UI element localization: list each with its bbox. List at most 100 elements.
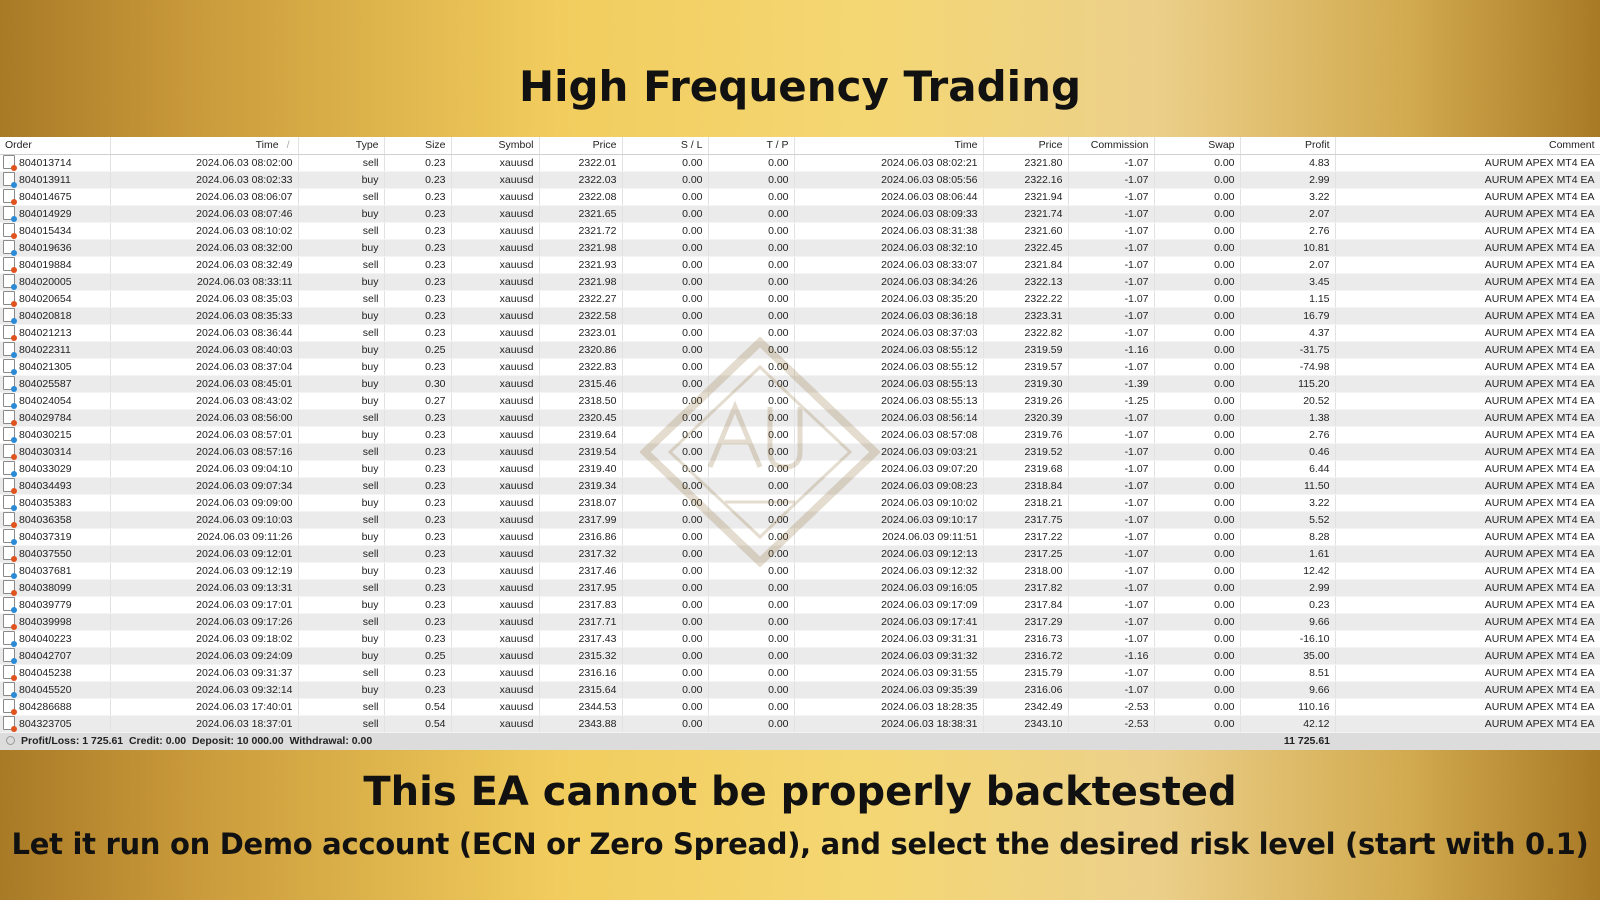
- table-row[interactable]: 804037550 2024.06.03 09:12:01 sell 0.23 xauu…: [0, 545, 1600, 563]
- cell-value: 2024.06.03 08:43:02: [196, 395, 293, 407]
- table-row[interactable]: 804014929 2024.06.03 08:07:46 buy 0.23 xauus…: [0, 205, 1600, 223]
- table-row[interactable]: 804013714 2024.06.03 08:02:00 sell 0.23 xauu…: [0, 154, 1600, 172]
- cell-type: sell: [298, 545, 385, 563]
- cell-value: 3.22: [1309, 497, 1330, 509]
- table-row[interactable]: 804035383 2024.06.03 09:09:00 buy 0.23 xauus…: [0, 494, 1600, 512]
- column-header-order[interactable]: Order: [0, 137, 111, 155]
- column-header-type[interactable]: Type: [298, 137, 385, 155]
- table-row[interactable]: 804045520 2024.06.03 09:32:14 buy 0.23 xauus…: [0, 681, 1600, 699]
- cell-value: 2024.06.03 08:10:02: [196, 225, 293, 237]
- cell-value: 2024.06.03 08:05:56: [881, 174, 978, 186]
- table-row[interactable]: 804034493 2024.06.03 09:07:34 sell 0.23 xauu…: [0, 477, 1600, 495]
- cell-open-time: 2024.06.03 08:35:33: [110, 307, 299, 325]
- table-row[interactable]: 804039998 2024.06.03 09:17:26 sell 0.23 xauu…: [0, 613, 1600, 631]
- cell-type: sell: [298, 443, 385, 461]
- table-row[interactable]: 804038099 2024.06.03 09:13:31 sell 0.23 xauu…: [0, 579, 1600, 597]
- cell-value: 16.79: [1303, 310, 1330, 322]
- cell-value: -2.53: [1124, 718, 1149, 730]
- column-header-commission[interactable]: Commission: [1068, 137, 1155, 155]
- column-header-close-price[interactable]: Price: [983, 137, 1069, 155]
- table-row[interactable]: 804030314 2024.06.03 08:57:16 sell 0.23 xauu…: [0, 443, 1600, 461]
- buy-order-icon: [3, 240, 17, 256]
- table-row[interactable]: 804024054 2024.06.03 08:43:02 buy 0.27 xauus…: [0, 392, 1600, 410]
- table-row[interactable]: 804030215 2024.06.03 08:57:01 buy 0.23 xauus…: [0, 426, 1600, 444]
- cell-value: 0.00: [768, 531, 789, 543]
- table-row[interactable]: 804040223 2024.06.03 09:18:02 buy 0.23 xauus…: [0, 630, 1600, 648]
- cell-stop-loss: 0.00: [622, 698, 709, 716]
- column-header-symbol[interactable]: Symbol: [451, 137, 540, 155]
- table-row[interactable]: 804013911 2024.06.03 08:02:33 buy 0.23 xauus…: [0, 171, 1600, 189]
- table-row[interactable]: 804042707 2024.06.03 09:24:09 buy 0.25 xauus…: [0, 647, 1600, 665]
- cell-close-price: 2317.25: [983, 545, 1069, 563]
- column-header-open-price[interactable]: Price: [539, 137, 623, 155]
- sell-order-icon: [3, 614, 17, 630]
- cell-value: xauusd: [499, 667, 534, 679]
- table-row[interactable]: 804037681 2024.06.03 09:12:19 buy 0.23 xauus…: [0, 562, 1600, 580]
- table-row[interactable]: 804020005 2024.06.03 08:33:11 buy 0.23 xauus…: [0, 273, 1600, 291]
- table-row[interactable]: 804036358 2024.06.03 09:10:03 sell 0.23 xauu…: [0, 511, 1600, 529]
- cell-swap: 0.00: [1154, 579, 1241, 597]
- table-row[interactable]: 804045238 2024.06.03 09:31:37 sell 0.23 xauu…: [0, 664, 1600, 682]
- cell-swap: 0.00: [1154, 596, 1241, 614]
- cell-commission: -1.07: [1068, 307, 1155, 325]
- cell-value: 2317.83: [578, 599, 617, 611]
- cell-take-profit: 0.00: [708, 477, 795, 495]
- table-row[interactable]: 804037319 2024.06.03 09:11:26 buy 0.23 xauus…: [0, 528, 1600, 546]
- cell-value: 0.00: [768, 429, 789, 441]
- cell-close-time: 2024.06.03 08:55:13: [794, 375, 984, 393]
- cell-swap: 0.00: [1154, 511, 1241, 529]
- cell-value: 0.00: [768, 242, 789, 254]
- cell-value: 0.00: [768, 293, 789, 305]
- cell-order: 804020818: [0, 307, 111, 325]
- cell-take-profit: 0.00: [708, 613, 795, 631]
- table-row[interactable]: 804022311 2024.06.03 08:40:03 buy 0.25 xauus…: [0, 341, 1600, 359]
- cell-swap: 0.00: [1154, 307, 1241, 325]
- table-row[interactable]: 804021305 2024.06.03 08:37:04 buy 0.23 xauus…: [0, 358, 1600, 376]
- table-row[interactable]: 804020654 2024.06.03 08:35:03 sell 0.23 xauu…: [0, 290, 1600, 308]
- cell-type: sell: [298, 511, 385, 529]
- cell-value: 0.23: [425, 412, 446, 424]
- table-row[interactable]: 804029784 2024.06.03 08:56:00 sell 0.23 xauu…: [0, 409, 1600, 427]
- cell-take-profit: 0.00: [708, 460, 795, 478]
- cell-value: xauusd: [499, 514, 534, 526]
- cell-type: buy: [298, 647, 385, 665]
- table-row[interactable]: 804033029 2024.06.03 09:04:10 buy 0.23 xauus…: [0, 460, 1600, 478]
- table-row[interactable]: 804039779 2024.06.03 09:17:01 buy 0.23 xauus…: [0, 596, 1600, 614]
- table-row[interactable]: 804020818 2024.06.03 08:35:33 buy 0.23 xauus…: [0, 307, 1600, 325]
- cell-value: 2024.06.03 09:32:14: [196, 684, 293, 696]
- table-row[interactable]: 804019636 2024.06.03 08:32:00 buy 0.23 xauus…: [0, 239, 1600, 257]
- table-row[interactable]: 804014675 2024.06.03 08:06:07 sell 0.23 xauu…: [0, 188, 1600, 206]
- column-header-open-time[interactable]: Time /: [110, 137, 299, 155]
- cell-value: AURUM APEX MT4 EA: [1484, 174, 1595, 186]
- column-header-stop-loss[interactable]: S / L: [622, 137, 709, 155]
- table-row[interactable]: 804323705 2024.06.03 18:37:01 sell 0.54 xauu…: [0, 715, 1600, 733]
- column-header-size[interactable]: Size: [384, 137, 452, 155]
- column-header-comment[interactable]: Comment: [1335, 137, 1600, 155]
- cell-value: sell: [362, 412, 379, 424]
- cell-take-profit: 0.00: [708, 273, 795, 291]
- cell-open-price: 2323.01: [539, 324, 623, 342]
- table-row[interactable]: 804025587 2024.06.03 08:45:01 buy 0.30 xauus…: [0, 375, 1600, 393]
- cell-value: 0.23: [425, 582, 446, 594]
- cell-stop-loss: 0.00: [622, 324, 709, 342]
- cell-value: 2024.06.03 09:31:32: [881, 650, 978, 662]
- table-row[interactable]: 804021213 2024.06.03 08:36:44 sell 0.23 xauu…: [0, 324, 1600, 342]
- cell-value: 0.25: [425, 344, 446, 356]
- table-row[interactable]: 804015434 2024.06.03 08:10:02 sell 0.23 xauu…: [0, 222, 1600, 240]
- cell-close-price: 2321.84: [983, 256, 1069, 274]
- cell-take-profit: 0.00: [708, 681, 795, 699]
- column-header-take-profit[interactable]: T / P: [708, 137, 795, 155]
- table-row[interactable]: 804019884 2024.06.03 08:32:49 sell 0.23 xauu…: [0, 256, 1600, 274]
- cell-open-time: 2024.06.03 09:12:01: [110, 545, 299, 563]
- cell-value: 0.46: [1309, 446, 1330, 458]
- column-header-swap[interactable]: Swap: [1154, 137, 1241, 155]
- table-row[interactable]: 804286688 2024.06.03 17:40:01 sell 0.54 xauu…: [0, 698, 1600, 716]
- column-header-profit[interactable]: Profit: [1240, 137, 1336, 155]
- cell-profit: 2.07: [1240, 205, 1336, 223]
- column-header-close-time[interactable]: Time: [794, 137, 984, 155]
- cell-close-price: 2319.59: [983, 341, 1069, 359]
- cell-value: 3.45: [1309, 276, 1330, 288]
- cell-value: 2317.32: [578, 548, 617, 560]
- cell-open-price: 2322.01: [539, 154, 623, 172]
- cell-commission: -1.07: [1068, 154, 1155, 172]
